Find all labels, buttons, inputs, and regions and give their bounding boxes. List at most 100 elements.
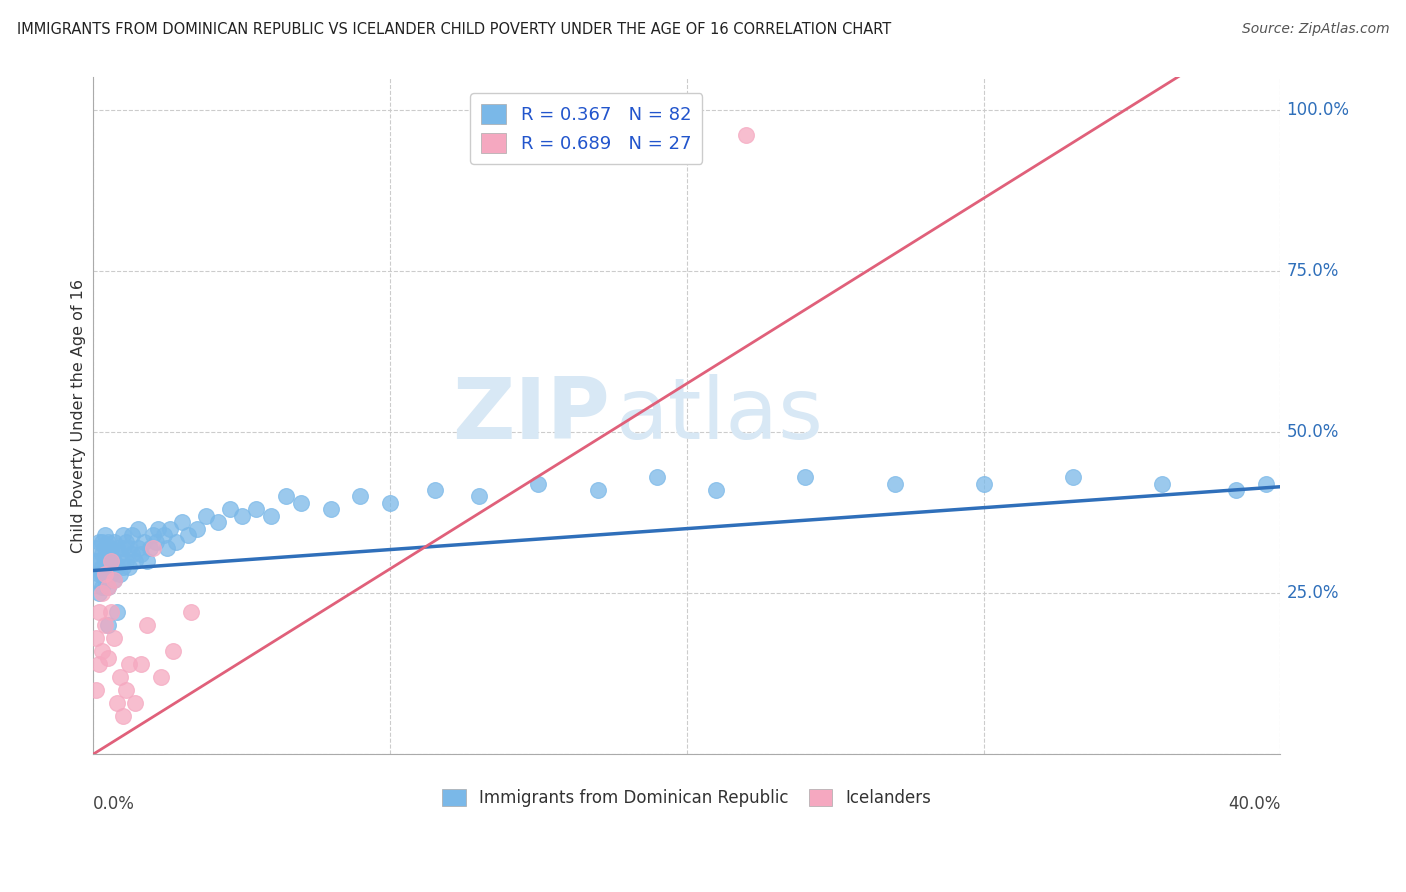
Point (118, 560, 141, 574)
Text: 75.0%: 75.0% (1286, 262, 1339, 280)
Point (645, 470, 668, 484)
Point (527, 476, 550, 491)
Point (105, 541, 128, 555)
Point (84, 554, 107, 568)
Text: 40.0%: 40.0% (1227, 795, 1281, 813)
Point (156, 541, 179, 555)
Point (148, 522, 170, 536)
Point (91, 644, 114, 658)
Point (141, 541, 163, 555)
Point (135, 618, 157, 632)
Point (129, 548, 152, 562)
Point (153, 528, 176, 542)
Point (706, 483, 728, 497)
Point (735, 128, 758, 143)
Point (118, 657, 141, 671)
Point (100, 554, 122, 568)
Point (84, 682, 107, 697)
Point (1254, 476, 1277, 491)
Point (207, 515, 229, 529)
Point (97, 548, 120, 562)
Point (186, 522, 208, 536)
Point (159, 522, 181, 536)
Text: IMMIGRANTS FROM DOMINICAN REPUBLIC VS ICELANDER CHILD POVERTY UNDER THE AGE OF 1: IMMIGRANTS FROM DOMINICAN REPUBLIC VS IC… (17, 22, 891, 37)
Point (114, 682, 136, 697)
Point (111, 541, 134, 555)
Point (1150, 476, 1173, 491)
Text: 25.0%: 25.0% (1286, 584, 1339, 602)
Legend: Immigrants from Dominican Republic, Icelanders: Immigrants from Dominican Republic, Icel… (436, 782, 938, 814)
Point (172, 515, 194, 529)
Point (94, 573, 117, 587)
Point (114, 534, 136, 549)
Point (794, 470, 817, 484)
Point (118, 541, 141, 555)
Point (97, 580, 120, 594)
Point (180, 606, 202, 620)
Point (105, 696, 128, 710)
Point (94, 566, 117, 581)
Text: 0.0%: 0.0% (93, 795, 135, 813)
Point (91, 566, 114, 581)
Point (1225, 483, 1247, 497)
Point (218, 502, 240, 516)
Point (97, 560, 120, 574)
Point (87, 534, 110, 549)
Y-axis label: Child Poverty Under the Age of 16: Child Poverty Under the Age of 16 (72, 279, 86, 553)
Point (100, 566, 122, 581)
Text: Source: ZipAtlas.com: Source: ZipAtlas.com (1241, 22, 1389, 37)
Point (127, 522, 149, 536)
Point (84, 573, 107, 587)
Point (103, 554, 125, 568)
Point (586, 483, 609, 497)
Point (121, 548, 143, 562)
Point (973, 476, 995, 491)
Text: 50.0%: 50.0% (1286, 423, 1339, 441)
Point (111, 708, 134, 723)
Point (111, 528, 134, 542)
Point (162, 644, 184, 658)
Point (87, 657, 110, 671)
Point (94, 541, 117, 555)
Point (349, 489, 371, 503)
Point (132, 534, 155, 549)
Point (177, 528, 200, 542)
Point (87, 586, 110, 600)
Point (87, 606, 110, 620)
Point (114, 554, 136, 568)
Point (103, 631, 125, 645)
Point (141, 528, 163, 542)
Point (94, 554, 117, 568)
Point (91, 586, 114, 600)
Point (105, 606, 128, 620)
Point (91, 534, 114, 549)
Point (108, 566, 131, 581)
Point (108, 670, 131, 684)
Point (100, 541, 122, 555)
Point (127, 541, 149, 555)
Point (87, 566, 110, 581)
Point (150, 670, 173, 684)
Point (91, 560, 114, 574)
Point (194, 508, 217, 523)
Point (378, 496, 401, 510)
Point (97, 580, 120, 594)
Point (274, 489, 297, 503)
Point (97, 618, 120, 632)
Point (94, 618, 117, 632)
Point (165, 534, 187, 549)
Point (468, 489, 491, 503)
Point (100, 606, 122, 620)
Point (105, 560, 128, 574)
Point (124, 554, 146, 568)
Point (97, 650, 120, 665)
Point (1062, 470, 1084, 484)
Point (103, 534, 125, 549)
Point (103, 573, 125, 587)
Point (138, 541, 160, 555)
Point (108, 548, 131, 562)
Point (91, 548, 114, 562)
Point (129, 657, 152, 671)
Point (883, 476, 905, 491)
Point (135, 554, 157, 568)
